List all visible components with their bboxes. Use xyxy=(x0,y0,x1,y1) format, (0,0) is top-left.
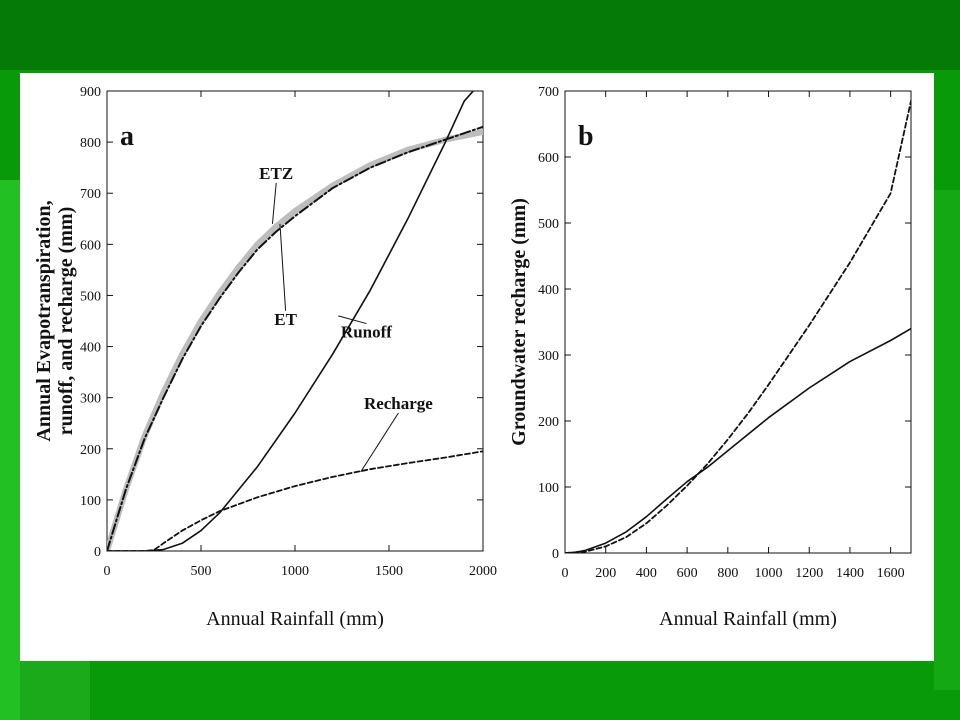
annotation-leader-etz xyxy=(271,182,277,224)
chart-b-y-tick-label: 100 xyxy=(538,481,559,496)
slide-bottom-block xyxy=(20,661,90,720)
chart-b-line-series-2 xyxy=(565,100,911,553)
chart-a: 0 100 200 300 400 500 600 700 800 900 0 500 1000 150… xyxy=(33,85,497,630)
annotation-etz: ETZ xyxy=(259,164,293,183)
chart-a-y-tick-label: 500 xyxy=(80,289,101,304)
chart-b-y-tick-label: 600 xyxy=(538,151,559,166)
chart-a-x-label: Annual Rainfall (mm) xyxy=(206,608,384,630)
chart-a-panel-label: a xyxy=(120,121,134,152)
chart-a-y-tick-label: 600 xyxy=(80,238,101,253)
chart-a-y-label-1: Annual Evapotranspiration, xyxy=(33,200,55,441)
chart-b-x-label: Annual Rainfall (mm) xyxy=(659,608,837,630)
annotation-leader-runoff xyxy=(338,315,367,325)
annotation-leader-recharge xyxy=(360,412,399,473)
chart-a-y-tick-label: 400 xyxy=(80,341,101,356)
chart-b-x-tick-label: 0 xyxy=(562,566,569,581)
chart-a-line-et xyxy=(107,125,483,551)
chart-b-series xyxy=(565,100,911,553)
chart-b-y-tick-label: 500 xyxy=(538,217,559,232)
chart-b-y-tick-label: 700 xyxy=(538,85,559,100)
chart-a-x-tick-label: 1500 xyxy=(375,564,403,579)
chart-b-y-tick-label: 300 xyxy=(538,349,559,364)
chart-a-x-tick-label: 1000 xyxy=(281,564,309,579)
chart-b-x-tick-label: 600 xyxy=(677,566,698,581)
chart-b-y-axis: 0 100 200 300 400 500 600 700 xyxy=(538,85,911,562)
chart-a-line-etz xyxy=(107,128,483,551)
chart-a-y-tick-label: 700 xyxy=(80,187,101,202)
chart-b-plot-area xyxy=(564,90,912,554)
slide-top-band xyxy=(0,0,960,70)
chart-b-x-tick-label: 400 xyxy=(636,566,657,581)
chart-b-y-tick-label: 0 xyxy=(552,547,559,562)
chart-a-x-tick-label: 2000 xyxy=(469,564,497,579)
annotation-recharge: Recharge xyxy=(364,394,433,413)
annotation-et: ET xyxy=(274,310,297,329)
chart-a-y-tick-label: 0 xyxy=(94,545,101,560)
chart-b-y-tick-label: 200 xyxy=(538,415,559,430)
chart-b-line-series-1 xyxy=(565,327,911,553)
chart-b-x-tick-label: 1200 xyxy=(795,566,823,581)
annotation-runoff: Runoff xyxy=(341,323,392,342)
chart-b-x-tick-label: 1600 xyxy=(877,566,905,581)
chart-a-y-tick-label: 900 xyxy=(80,85,101,100)
chart-b-x-tick-label: 800 xyxy=(717,566,738,581)
chart-a-series xyxy=(107,91,483,551)
chart-a-y-tick-label: 100 xyxy=(80,494,101,509)
chart-a-y-tick-label: 200 xyxy=(80,443,101,458)
annotation-leader-et xyxy=(279,223,287,311)
chart-a-x-tick-label: 0 xyxy=(104,564,111,579)
slide-right-strip xyxy=(934,190,960,690)
chart-b-x-tick-label: 1400 xyxy=(836,566,864,581)
chart-b-y-label: Groundwater recharge (mm) xyxy=(508,198,530,446)
chart-b-panel-label: b xyxy=(578,121,594,152)
chart-b-x-tick-label: 200 xyxy=(595,566,616,581)
chart-a-annotations: ETZ ET Runoff Recharge xyxy=(259,164,433,473)
chart-a-y-label-2: runoff, and recharge (mm) xyxy=(55,207,77,435)
chart-a-line-runoff xyxy=(107,91,475,551)
chart-a-y-tick-label: 800 xyxy=(80,136,101,151)
chart-a-line-recharge xyxy=(107,450,483,551)
chart-a-y-tick-label: 300 xyxy=(80,392,101,407)
chart-b-y-tick-label: 400 xyxy=(538,283,559,298)
slide-left-strip xyxy=(0,180,20,720)
chart-b-x-axis: 0 200 400 600 800 1000 1200 1400 1600 xyxy=(562,91,905,581)
chart-a-x-axis: 0 500 1000 1500 2000 xyxy=(104,91,497,579)
chart-b-x-tick-label: 1000 xyxy=(755,566,783,581)
chart-a-x-tick-label: 500 xyxy=(191,564,212,579)
chart-a-y-axis: 0 100 200 300 400 500 600 700 800 900 xyxy=(80,85,483,560)
chart-b: 0 100 200 300 400 500 600 700 0 200 400 600 800 1000… xyxy=(508,85,912,630)
